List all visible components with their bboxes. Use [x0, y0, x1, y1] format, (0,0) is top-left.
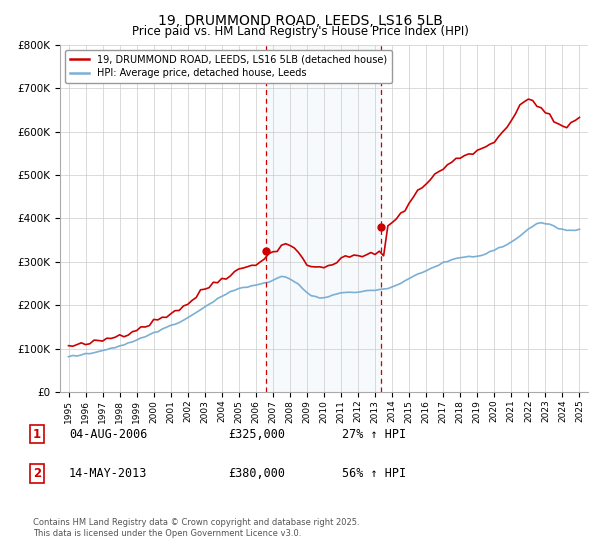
- Text: Price paid vs. HM Land Registry's House Price Index (HPI): Price paid vs. HM Land Registry's House …: [131, 25, 469, 38]
- Bar: [266, 45, 381, 392]
- Legend: 19, DRUMMOND ROAD, LEEDS, LS16 5LB (detached house), HPI: Average price, detache: 19, DRUMMOND ROAD, LEEDS, LS16 5LB (deta…: [65, 50, 392, 83]
- Text: 27% ↑ HPI: 27% ↑ HPI: [342, 427, 406, 441]
- Text: 1: 1: [262, 62, 269, 72]
- Text: 04-AUG-2006: 04-AUG-2006: [69, 427, 148, 441]
- Text: 19, DRUMMOND ROAD, LEEDS, LS16 5LB: 19, DRUMMOND ROAD, LEEDS, LS16 5LB: [158, 14, 442, 28]
- Text: Contains HM Land Registry data © Crown copyright and database right 2025.
This d: Contains HM Land Registry data © Crown c…: [33, 518, 359, 538]
- Text: 1: 1: [33, 427, 41, 441]
- Text: 2: 2: [377, 62, 385, 72]
- Text: £325,000: £325,000: [228, 427, 285, 441]
- Text: 56% ↑ HPI: 56% ↑ HPI: [342, 466, 406, 480]
- Text: £380,000: £380,000: [228, 466, 285, 480]
- Text: 14-MAY-2013: 14-MAY-2013: [69, 466, 148, 480]
- Text: 2: 2: [33, 466, 41, 480]
